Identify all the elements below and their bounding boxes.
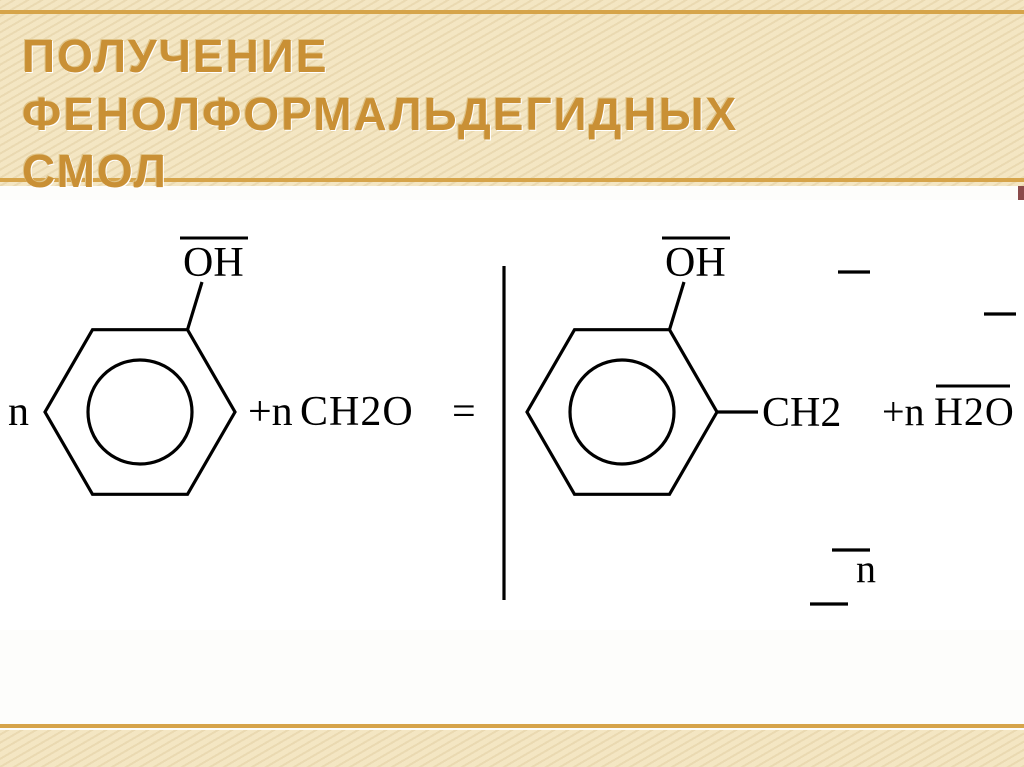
hexagon: [527, 330, 717, 495]
header-top-line: [0, 10, 1024, 14]
oh-bond: [670, 282, 685, 330]
aromatic-circle: [570, 360, 674, 464]
plus-n-2: +n: [882, 389, 925, 434]
plus-n-1: +n: [248, 389, 293, 435]
equation-svg: n OH +n CH2O =: [0, 200, 1024, 630]
bracket-subscript-n: n: [856, 546, 876, 591]
oh-label: OH: [665, 240, 726, 286]
oh-label: OH: [183, 240, 244, 286]
title-line-1: ПОЛУЧЕНИЕ ФЕНОЛФОРМАЛЬДЕГИДНЫХ: [22, 28, 1004, 143]
byproduct-h2o: H2O: [934, 389, 1015, 434]
slide-title: ПОЛУЧЕНИЕ ФЕНОЛФОРМАЛЬДЕГИДНЫХ СМОЛ: [22, 28, 1004, 201]
oh-bond: [188, 282, 203, 330]
coeff-n-left: n: [8, 389, 29, 435]
slide: ПОЛУЧЕНИЕ ФЕНОЛФОРМАЛЬДЕГИДНЫХ СМОЛ n OH…: [0, 0, 1024, 767]
footer-band: [0, 730, 1024, 767]
title-line-2: СМОЛ: [22, 143, 1004, 201]
aromatic-circle: [88, 360, 192, 464]
reagent-phenol: OH: [45, 238, 248, 494]
reagent-ch2o: CH2O: [300, 389, 414, 435]
equals-sign: =: [452, 389, 476, 435]
footer-line: [0, 724, 1024, 728]
ch2-label: CH2: [762, 390, 841, 436]
hexagon: [45, 330, 235, 495]
product-unit: OH CH2: [527, 238, 841, 494]
chemical-equation: n OH +n CH2O =: [0, 200, 1024, 630]
